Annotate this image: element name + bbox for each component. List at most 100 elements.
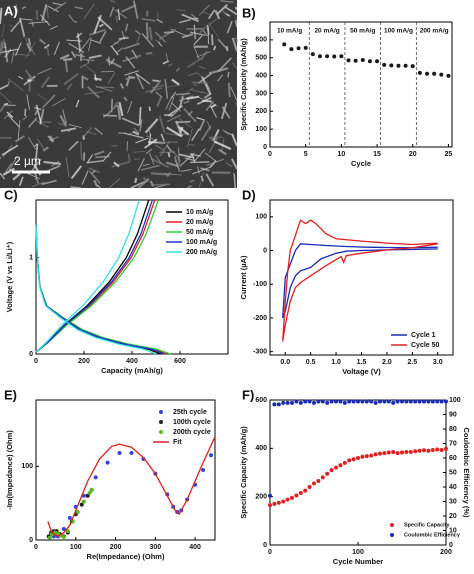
y-tick-label: 0 <box>263 247 267 254</box>
data-point <box>329 399 334 404</box>
texture-fiber <box>39 14 51 26</box>
data-point <box>294 399 299 404</box>
x-tick-label: 200 <box>78 358 90 365</box>
texture-fiber <box>178 117 192 129</box>
texture-fiber <box>205 100 215 112</box>
texture-fiber <box>141 33 155 48</box>
texture-fiber <box>21 6 27 10</box>
texture-fiber <box>217 74 224 82</box>
x-axis-label: Capacity (mAh/g) <box>101 366 163 375</box>
texture-fiber <box>166 126 183 138</box>
texture-fiber <box>24 69 35 82</box>
texture-fiber <box>107 72 116 84</box>
texture-fiber <box>141 18 156 22</box>
texture-fiber <box>109 6 115 18</box>
texture-fiber <box>90 39 102 44</box>
panel-label: E) <box>4 387 17 402</box>
texture-fiber <box>168 96 175 111</box>
texture-fiber <box>216 3 228 15</box>
data-point <box>382 399 387 404</box>
x-axis-label: Cycle <box>351 159 371 168</box>
texture-fiber <box>193 45 200 60</box>
data-point <box>307 399 312 404</box>
texture-fiber <box>26 172 41 180</box>
x-tick-label: 0.0 <box>280 359 290 366</box>
data-point <box>272 501 277 506</box>
texture-fiber <box>205 173 215 187</box>
data-point <box>417 448 422 453</box>
texture-fiber <box>123 42 140 50</box>
texture-fiber <box>40 76 51 88</box>
texture-fiber <box>34 119 49 128</box>
texture-fiber <box>37 138 45 150</box>
data-point <box>285 400 290 405</box>
data-point <box>417 399 422 404</box>
texture-fiber <box>15 4 19 13</box>
data-point <box>325 54 330 59</box>
texture-fiber <box>175 120 184 137</box>
x-tick-label: 3.0 <box>433 359 443 366</box>
legend-label: Cycle 1 <box>411 332 436 339</box>
data-point <box>303 45 308 50</box>
texture-fiber <box>135 72 145 90</box>
data-point <box>117 451 122 456</box>
texture-fiber <box>91 170 96 174</box>
data-point <box>369 453 374 458</box>
texture-fiber <box>111 160 131 168</box>
data-point <box>342 400 347 405</box>
y-tick-label: 200 <box>255 494 267 501</box>
texture-fiber <box>213 140 232 150</box>
texture-fiber <box>19 17 26 37</box>
charge-line <box>35 199 156 353</box>
texture-fiber <box>196 165 200 174</box>
texture-fiber <box>39 38 46 45</box>
texture-fiber <box>178 96 184 109</box>
data-point <box>79 502 84 507</box>
texture-fiber <box>93 14 102 34</box>
texture-fiber <box>204 152 216 162</box>
texture-fiber <box>52 2 63 6</box>
texture-fiber <box>124 23 129 32</box>
texture-fiber <box>234 6 238 11</box>
data-point <box>378 399 382 404</box>
texture-fiber <box>132 0 139 19</box>
data-point <box>81 499 86 504</box>
data-point <box>55 531 60 536</box>
panel-label: B) <box>242 5 256 20</box>
texture-fiber <box>28 117 38 128</box>
texture-fiber <box>165 161 179 168</box>
x-tick-label: 0 <box>34 358 38 365</box>
data-point <box>89 487 94 492</box>
data-point <box>382 62 387 67</box>
y-axis-label: Current (µA) <box>239 255 248 299</box>
data-point <box>410 64 415 69</box>
texture-fiber <box>81 75 89 81</box>
panel-label: F) <box>242 387 254 402</box>
texture-fiber <box>164 173 182 176</box>
texture-fiber <box>52 98 66 107</box>
texture-fiber <box>82 127 92 139</box>
texture-fiber <box>186 95 200 100</box>
plot-frame <box>269 21 453 148</box>
rate-label: 50 mA/g <box>350 28 375 35</box>
data-point <box>351 457 356 462</box>
data-point <box>268 493 272 498</box>
texture-fiber <box>43 160 62 165</box>
legend-swatch <box>390 523 394 527</box>
texture-fiber <box>4 42 9 63</box>
texture-fiber <box>181 33 194 39</box>
texture-fiber <box>75 53 86 58</box>
texture-fiber <box>116 47 123 53</box>
texture-fiber <box>147 126 151 136</box>
texture-fiber <box>87 86 100 99</box>
data-point <box>281 400 286 405</box>
x-axis-label: Re(Impedance) (Ohm) <box>87 552 165 561</box>
texture-fiber <box>34 143 39 147</box>
texture-fiber <box>150 157 170 169</box>
texture-fiber <box>159 140 171 157</box>
texture-fiber <box>218 148 227 156</box>
texture-fiber <box>59 114 67 127</box>
x-tick-label: 0 <box>268 151 272 158</box>
texture-fiber <box>2 167 15 176</box>
data-point <box>353 58 358 63</box>
